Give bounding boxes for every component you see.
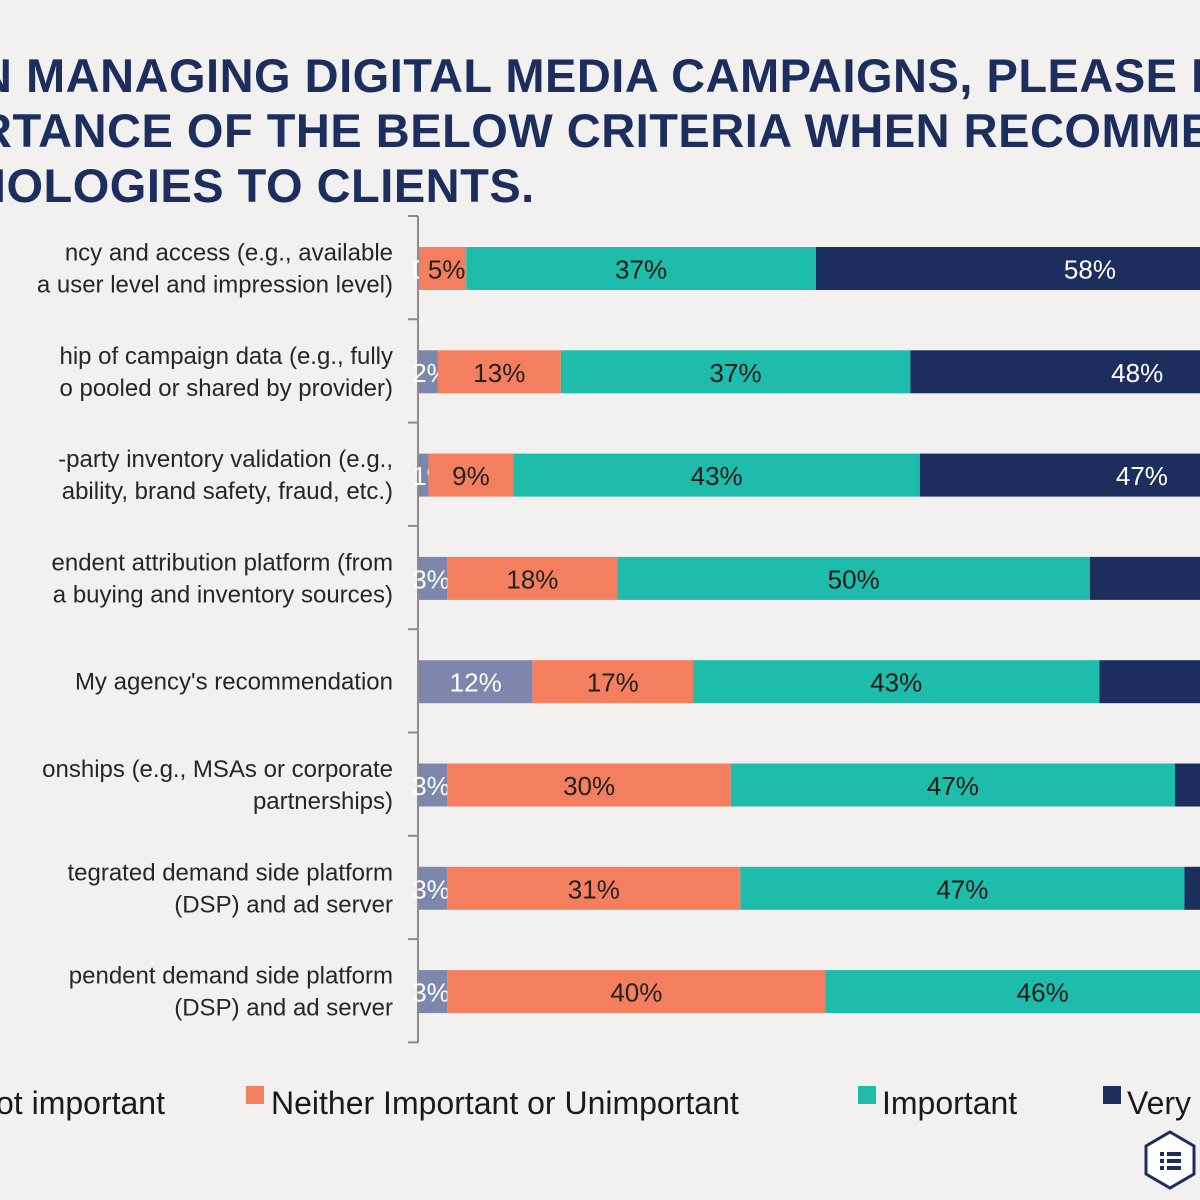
- bar-segment: [1184, 866, 1200, 910]
- category-label: ability, brand safety, fraud, etc.): [62, 478, 393, 505]
- category-label: hip of campaign data (e.g., fully: [59, 343, 393, 370]
- category-label: -party inventory validation (e.g.,: [58, 446, 393, 473]
- bar-segment: [419, 453, 429, 497]
- bar-segment: [437, 350, 561, 394]
- bar-segment: [419, 866, 448, 910]
- legend-label: Neither Important or Unimportant: [271, 1085, 739, 1121]
- bar-segment: [1175, 763, 1200, 807]
- bar-segment: [447, 970, 826, 1014]
- category-labels: ncy and access (e.g., available a user le…: [37, 240, 393, 1022]
- data-label: 18%: [506, 564, 558, 594]
- bar-segment: [419, 970, 448, 1014]
- chart-title: N MANAGING DIGITAL MEDIA CAMPAIGNS, PLEA…: [0, 48, 1200, 213]
- data-label: 47%: [1116, 461, 1168, 491]
- bar-segment: [419, 350, 438, 394]
- data-label: 50%: [828, 564, 880, 594]
- category-label: My agency's recommendation: [75, 669, 393, 696]
- data-label: 13%: [473, 358, 525, 388]
- data-label: 48%: [1111, 358, 1163, 388]
- data-label: 37%: [710, 358, 762, 388]
- data-label: 9%: [452, 461, 490, 491]
- category-label: (DSP) and ad server: [174, 995, 393, 1022]
- category-label: onships (e.g., MSAs or corporate: [42, 756, 393, 783]
- chart-title-line: N MANAGING DIGITAL MEDIA CAMPAIGNS, PLEA…: [0, 49, 1200, 102]
- bar-segment: [1089, 556, 1200, 600]
- category-label: tegrated demand side platform: [67, 859, 393, 886]
- bar-segment: [560, 350, 911, 394]
- data-label: 43%: [870, 668, 922, 698]
- bar-segment: [693, 660, 1100, 704]
- chart-title-line: RTANCE OF THE BELOW CRITERIA WHEN RECOMM…: [0, 104, 1200, 157]
- category-label: a user level and impression level): [37, 272, 393, 299]
- category-label: (DSP) and ad server: [174, 891, 393, 918]
- legend-label: Important: [882, 1085, 1017, 1121]
- bar-segment: [419, 247, 467, 290]
- data-label: 40%: [610, 978, 662, 1008]
- data-label: 46%: [1017, 978, 1069, 1008]
- category-label: partnerships): [253, 788, 393, 815]
- bar-segment: [447, 866, 741, 910]
- bar-segment: [1099, 660, 1200, 704]
- chart-title-line: NOLOGIES TO CLIENTS.: [0, 159, 535, 212]
- bar-segment: [825, 970, 1200, 1014]
- legend-label: ot important: [0, 1085, 165, 1121]
- legend-label: Very: [1127, 1085, 1191, 1121]
- bar-segment: [428, 453, 514, 497]
- bar-segment: [815, 247, 1200, 290]
- data-label: 31%: [568, 874, 620, 904]
- data-label: 58%: [1064, 255, 1116, 285]
- list-icon[interactable]: [1138, 1128, 1200, 1192]
- data-label: 37%: [615, 255, 667, 285]
- bar-segment: [740, 866, 1185, 910]
- bar-segment: [919, 453, 1200, 497]
- bar-segment: [617, 556, 1090, 600]
- data-label: 47%: [936, 874, 988, 904]
- axis-layer: [408, 215, 419, 1044]
- bars-layer: 0%5%37%58%2%13%37%48%1%9%43%47%3%18%50%1…: [412, 247, 1200, 1014]
- data-label: 12%: [450, 668, 502, 698]
- bar-segment: [419, 763, 448, 807]
- bar-segment: [419, 556, 448, 600]
- data-label: 43%: [691, 461, 743, 491]
- category-label: ncy and access (e.g., available: [65, 240, 393, 267]
- category-label: a buying and inventory sources): [53, 581, 393, 608]
- data-label: 5%: [428, 255, 466, 285]
- bar-segment: [513, 453, 920, 497]
- category-label: o pooled or shared by provider): [59, 375, 393, 402]
- legend-swatch: [858, 1086, 876, 1104]
- bar-segment: [447, 763, 731, 807]
- legend: ot important Neither Important or Unimpor…: [0, 1085, 1191, 1121]
- bar-segment: [447, 556, 618, 600]
- category-label: endent attribution platform (from: [52, 549, 394, 576]
- data-label: 17%: [587, 668, 639, 698]
- legend-swatch: [1103, 1086, 1121, 1104]
- data-label: 3%: [412, 978, 450, 1008]
- data-label: 3%: [412, 771, 450, 801]
- bar-segment: [532, 660, 694, 704]
- bar-segment: [419, 660, 533, 704]
- data-label: 3%: [412, 564, 450, 594]
- bar-segment: [730, 763, 1175, 807]
- data-label: 47%: [927, 771, 979, 801]
- bar-segment: [466, 247, 816, 290]
- category-label: pendent demand side platform: [69, 963, 393, 990]
- data-label: 30%: [563, 771, 615, 801]
- data-label: 3%: [412, 874, 450, 904]
- bar-segment: [910, 350, 1200, 394]
- legend-swatch: [246, 1086, 264, 1104]
